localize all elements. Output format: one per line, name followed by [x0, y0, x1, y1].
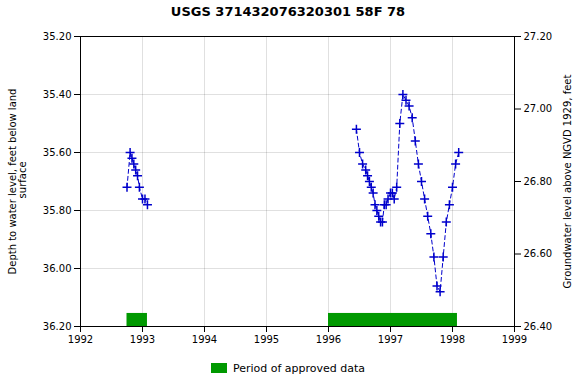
- svg-text:1995: 1995: [254, 334, 279, 345]
- svg-text:36.20: 36.20: [43, 321, 72, 332]
- svg-text:27.20: 27.20: [524, 31, 553, 42]
- svg-text:26.40: 26.40: [524, 321, 553, 332]
- svg-text:1998: 1998: [440, 334, 465, 345]
- svg-text:26.60: 26.60: [524, 248, 553, 259]
- svg-text:35.60: 35.60: [43, 147, 72, 158]
- svg-text:26.80: 26.80: [524, 176, 553, 187]
- html-text:USGS 371432076320301 58F 78: USGS 371432076320301 58F 78: [170, 4, 406, 19]
- svg-text:Depth to water level, feet bel: Depth to water level, feet below land su…: [7, 89, 28, 275]
- svg-text:Groundwater level above NGVD 1: Groundwater level above NGVD 1929, feet: [562, 75, 573, 289]
- svg-text:36.00: 36.00: [43, 263, 72, 274]
- html-text:Period of approved data: Period of approved data: [232, 361, 366, 375]
- svg-text:1997: 1997: [378, 334, 403, 345]
- svg-text:1992: 1992: [68, 334, 93, 345]
- svg-text:1993: 1993: [130, 334, 155, 345]
- svg-text:1996: 1996: [316, 334, 341, 345]
- svg-text:35.20: 35.20: [43, 31, 72, 42]
- svg-text:1999: 1999: [502, 334, 527, 345]
- svg-text:35.80: 35.80: [43, 205, 72, 216]
- svg-text:1994: 1994: [192, 334, 217, 345]
- svg-text:27.00: 27.00: [524, 103, 553, 114]
- svg-text:35.40: 35.40: [43, 89, 72, 100]
